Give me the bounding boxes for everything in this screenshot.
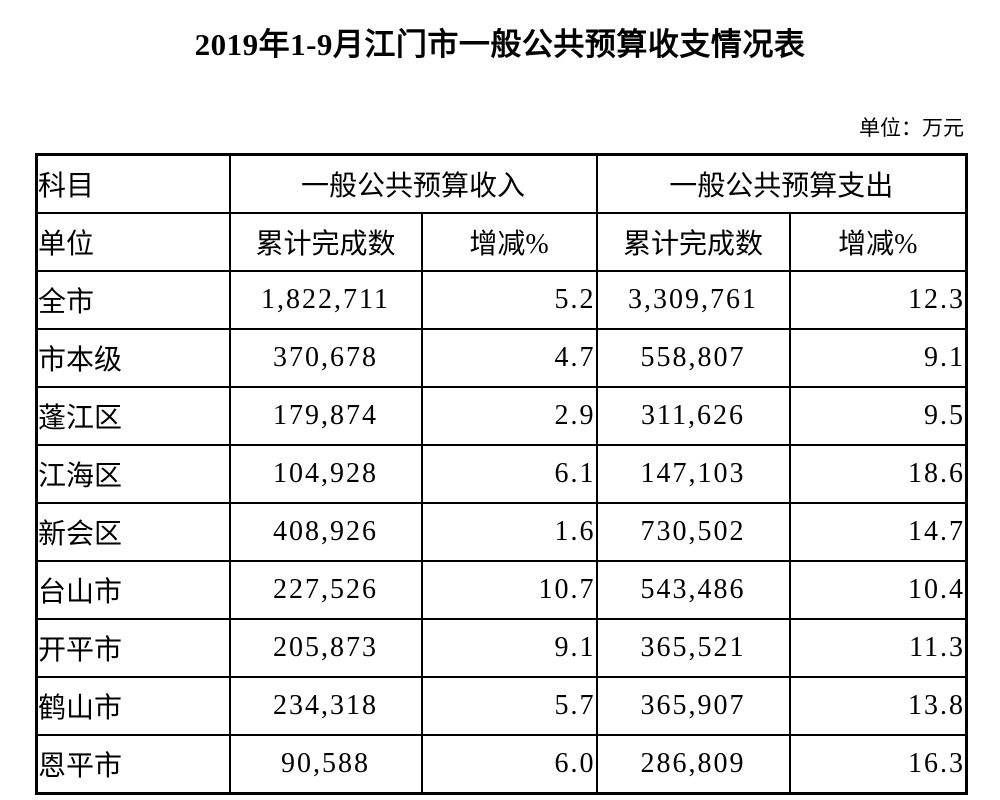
income-change-cell: 6.1 bbox=[420, 444, 598, 504]
header-income-change-cell: 增减% bbox=[420, 212, 598, 272]
table-row: 恩平市 90,588 6.0 286,809 16.3 bbox=[35, 734, 968, 795]
income-change-cell: 5.2 bbox=[420, 270, 598, 330]
expenditure-cumulative-cell: 730,502 bbox=[595, 502, 791, 562]
income-cumulative-cell: 1,822,711 bbox=[228, 270, 423, 330]
table-row: 新会区 408,926 1.6 730,502 14.7 bbox=[35, 502, 968, 562]
expenditure-change-cell: 11.3 bbox=[788, 618, 968, 678]
header-income-group-cell: 一般公共预算收入 bbox=[228, 153, 598, 214]
region-name-cell: 江海区 bbox=[35, 444, 231, 504]
table-header-sub-row: 单位 累计完成数 增减% 累计完成数 增减% bbox=[35, 212, 968, 272]
income-cumulative-cell: 234,318 bbox=[228, 676, 423, 736]
header-expenditure-cumulative-cell: 累计完成数 bbox=[595, 212, 791, 272]
expenditure-change-cell: 10.4 bbox=[788, 560, 968, 620]
table-row: 全市 1,822,711 5.2 3,309,761 12.3 bbox=[35, 270, 968, 330]
expenditure-cumulative-cell: 3,309,761 bbox=[595, 270, 791, 330]
region-name-cell: 全市 bbox=[35, 270, 231, 330]
income-change-cell: 2.9 bbox=[420, 386, 598, 446]
income-cumulative-cell: 179,874 bbox=[228, 386, 423, 446]
income-cumulative-cell: 205,873 bbox=[228, 618, 423, 678]
region-name-cell: 市本级 bbox=[35, 328, 231, 388]
header-expenditure-change-cell: 增减% bbox=[788, 212, 968, 272]
expenditure-cumulative-cell: 543,486 bbox=[595, 560, 791, 620]
region-name-cell: 恩平市 bbox=[35, 734, 231, 795]
expenditure-cumulative-cell: 558,807 bbox=[595, 328, 791, 388]
expenditure-change-cell: 9.1 bbox=[788, 328, 968, 388]
expenditure-change-cell: 14.7 bbox=[788, 502, 968, 562]
header-subject-cell: 科目 bbox=[35, 153, 231, 214]
expenditure-change-cell: 16.3 bbox=[788, 734, 968, 795]
expenditure-change-cell: 12.3 bbox=[788, 270, 968, 330]
table-row: 台山市 227,526 10.7 543,486 10.4 bbox=[35, 560, 968, 620]
header-expenditure-group-cell: 一般公共预算支出 bbox=[595, 153, 968, 214]
expenditure-cumulative-cell: 365,521 bbox=[595, 618, 791, 678]
expenditure-change-cell: 18.6 bbox=[788, 444, 968, 504]
expenditure-cumulative-cell: 286,809 bbox=[595, 734, 791, 795]
region-name-cell: 台山市 bbox=[35, 560, 231, 620]
income-cumulative-cell: 104,928 bbox=[228, 444, 423, 504]
page-title: 2019年1-9月江门市一般公共预算收支情况表 bbox=[194, 27, 806, 62]
expenditure-cumulative-cell: 311,626 bbox=[595, 386, 791, 446]
income-change-cell: 5.7 bbox=[420, 676, 598, 736]
income-cumulative-cell: 227,526 bbox=[228, 560, 423, 620]
table-header-group-row: 科目 一般公共预算收入 一般公共预算支出 bbox=[35, 153, 968, 214]
header-income-cumulative-cell: 累计完成数 bbox=[228, 212, 423, 272]
table-row: 江海区 104,928 6.1 147,103 18.6 bbox=[35, 444, 968, 504]
income-cumulative-cell: 370,678 bbox=[228, 328, 423, 388]
income-cumulative-cell: 408,926 bbox=[228, 502, 423, 562]
table-row: 鹤山市 234,318 5.7 365,907 13.8 bbox=[35, 676, 968, 736]
income-change-cell: 1.6 bbox=[420, 502, 598, 562]
expenditure-cumulative-cell: 147,103 bbox=[595, 444, 791, 504]
income-change-cell: 9.1 bbox=[420, 618, 598, 678]
table-row: 市本级 370,678 4.7 558,807 9.1 bbox=[35, 328, 968, 388]
unit-note: 单位：万元 bbox=[859, 116, 964, 140]
income-cumulative-cell: 90,588 bbox=[228, 734, 423, 795]
region-name-cell: 开平市 bbox=[35, 618, 231, 678]
expenditure-change-cell: 13.8 bbox=[788, 676, 968, 736]
budget-table: 科目 一般公共预算收入 一般公共预算支出 单位 累计完成数 增减% 累计完成数 … bbox=[35, 153, 969, 795]
table-row: 开平市 205,873 9.1 365,521 11.3 bbox=[35, 618, 968, 678]
table-row: 蓬江区 179,874 2.9 311,626 9.5 bbox=[35, 386, 968, 446]
region-name-cell: 蓬江区 bbox=[35, 386, 231, 446]
expenditure-cumulative-cell: 365,907 bbox=[595, 676, 791, 736]
header-unit-cell: 单位 bbox=[35, 212, 231, 272]
region-name-cell: 鹤山市 bbox=[35, 676, 231, 736]
income-change-cell: 6.0 bbox=[420, 734, 598, 795]
income-change-cell: 10.7 bbox=[420, 560, 598, 620]
expenditure-change-cell: 9.5 bbox=[788, 386, 968, 446]
income-change-cell: 4.7 bbox=[420, 328, 598, 388]
region-name-cell: 新会区 bbox=[35, 502, 231, 562]
